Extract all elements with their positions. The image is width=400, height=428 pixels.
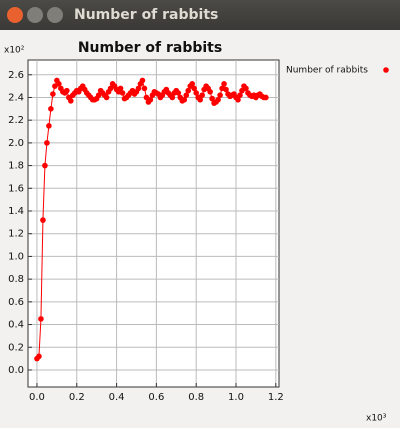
data-point [40, 217, 46, 223]
y-tick-label: 1.4 [8, 206, 24, 217]
y-tick-label: 2.2 [8, 115, 24, 126]
chart-title: Number of rabbits [78, 40, 222, 56]
data-point [185, 87, 192, 94]
data-point [119, 90, 126, 96]
data-point [237, 92, 243, 98]
close-button[interactable] [7, 7, 23, 23]
data-point [191, 85, 198, 92]
data-point [64, 87, 70, 94]
y-tick-label: 1.0 [8, 251, 24, 262]
data-point [189, 81, 196, 87]
data-point [141, 85, 148, 92]
data-point [175, 90, 182, 96]
data-point [50, 91, 56, 97]
data-point [48, 106, 54, 112]
x-tick-label: 0.0 [29, 392, 45, 403]
y-tick-label: 0.4 [8, 320, 24, 331]
data-point [36, 353, 42, 360]
data-point [38, 316, 44, 322]
maximize-button[interactable] [47, 7, 63, 23]
data-point [223, 86, 229, 93]
y-tick-label: 0.0 [8, 365, 24, 376]
x-tick-label: 0.2 [69, 392, 85, 403]
data-point [243, 85, 249, 92]
data-point [44, 140, 50, 146]
data-point [235, 96, 241, 103]
data-point [215, 96, 221, 103]
y-tick-label: 2.6 [8, 70, 24, 81]
data-point [197, 96, 203, 103]
data-point [135, 85, 142, 92]
y-tick-label: 1.2 [8, 229, 24, 240]
x-scale-label: x10³ [366, 414, 387, 424]
data-point [56, 81, 62, 87]
data-point [263, 94, 269, 101]
y-tick-label: 0.2 [8, 342, 24, 353]
y-tick-label: 0.6 [8, 297, 24, 308]
y-tick-label: 2.0 [8, 138, 24, 149]
data-point [147, 96, 154, 103]
y-tick-label: 2.4 [8, 92, 24, 103]
x-tick-label: 0.6 [148, 392, 164, 403]
data-point [181, 96, 188, 103]
data-point [193, 90, 199, 96]
y-scale-label: x10² [4, 46, 25, 56]
data-point [103, 94, 110, 101]
x-tick-label: 1.0 [228, 392, 244, 403]
data-point [221, 81, 227, 87]
chart: Number of rabbits x10² x10³ 0.0 0.2 0.4 0.6… [4, 40, 389, 424]
y-tick-label: 0.8 [8, 274, 24, 285]
y-tick-label: 1.8 [8, 161, 24, 172]
data-point [199, 92, 205, 98]
y-tick-label: 1.6 [8, 183, 24, 194]
data-point [183, 92, 190, 98]
data-point [217, 92, 223, 98]
plot-area [27, 59, 280, 388]
legend-label: Number of rabbits [286, 66, 368, 76]
data-point [67, 98, 74, 104]
minimize-button[interactable] [27, 7, 43, 23]
data-point [42, 162, 48, 169]
data-point [207, 88, 213, 95]
data-point [169, 94, 176, 101]
data-point [209, 95, 215, 102]
data-point [117, 85, 124, 92]
x-tick-label: 0.8 [188, 392, 204, 403]
data-point [139, 77, 146, 84]
window-title: Number of rabbits [74, 7, 219, 23]
x-tick-label: 1.2 [268, 392, 284, 403]
data-point [46, 123, 52, 129]
title-bar: Number of rabbits [0, 0, 400, 30]
x-tick-label: 0.4 [109, 392, 125, 403]
legend-marker [383, 67, 389, 73]
